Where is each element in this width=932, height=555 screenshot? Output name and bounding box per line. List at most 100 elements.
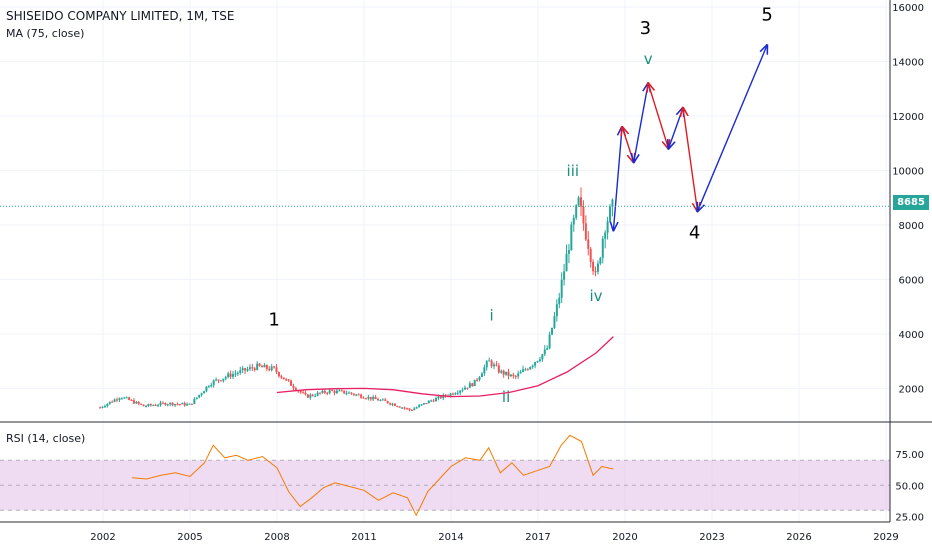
candle-body — [362, 397, 365, 399]
candle-body — [536, 361, 539, 363]
candle-body — [563, 271, 566, 280]
candle-body — [442, 394, 445, 399]
candle-body — [164, 403, 167, 406]
candle-body — [210, 384, 213, 387]
candle-body — [524, 369, 527, 371]
candle-body — [118, 398, 121, 400]
time-tick-label: 2029 — [873, 532, 898, 543]
candle-body — [425, 403, 428, 405]
candle-body — [589, 248, 592, 262]
candle-body — [592, 261, 595, 272]
candle-body — [500, 370, 503, 373]
candle-body — [261, 365, 264, 368]
candle-body — [398, 406, 401, 408]
candle-body — [338, 390, 341, 392]
candle-body — [128, 397, 131, 400]
candle-body — [379, 399, 382, 401]
candle-body — [108, 401, 111, 404]
candle-body — [526, 369, 529, 371]
candle-body — [142, 404, 145, 407]
candle-body — [369, 396, 372, 400]
candle-body — [147, 404, 150, 407]
candle-body — [456, 392, 459, 394]
candle-body — [560, 279, 563, 298]
candle-body — [152, 405, 155, 407]
candle-body — [422, 403, 425, 405]
projection-arrow-up — [669, 108, 684, 149]
candle-body — [154, 405, 157, 407]
candle-body — [529, 366, 532, 370]
candle-body — [582, 206, 585, 224]
candle-body — [120, 398, 123, 400]
last-price-tag: 8685 — [893, 195, 929, 210]
candle-body — [495, 364, 498, 366]
candle-body — [401, 407, 404, 409]
price-tick-label: 10000 — [892, 166, 924, 177]
candle-body — [403, 407, 406, 409]
candle-body — [246, 369, 249, 371]
wave-label: 3 — [640, 18, 651, 39]
candle-body — [611, 199, 614, 207]
candle-body — [343, 390, 346, 394]
candle-body — [555, 304, 558, 317]
candle-body — [326, 392, 329, 394]
projection-arrow-down — [648, 83, 668, 148]
candle-body — [212, 380, 215, 385]
candle-body — [459, 390, 462, 393]
projection-arrow-up — [634, 83, 649, 162]
candle-body — [174, 404, 177, 406]
wave-label: i — [490, 306, 494, 324]
candle-body — [294, 388, 297, 391]
rsi-line — [131, 434, 614, 517]
chart-title: SHISEIDO COMPANY LIMITED, 1M, TSE — [6, 9, 235, 23]
candle-body — [543, 349, 546, 355]
axes: 16000 14000 12000 10000 8000 6000 4000 2000 75.0… — [0, 0, 932, 543]
candle-body — [570, 224, 573, 251]
candle-body — [275, 367, 278, 373]
candle-body — [106, 403, 109, 407]
candle-body — [386, 400, 389, 403]
wave-label: iv — [589, 287, 602, 305]
candle-body — [372, 396, 375, 400]
candle-body — [488, 360, 491, 362]
candle-body — [265, 365, 268, 369]
candle-body — [207, 386, 210, 388]
candle-body — [198, 394, 201, 398]
time-tick-label: 2026 — [786, 532, 811, 543]
candle-body — [135, 401, 138, 404]
candle-body — [132, 400, 135, 404]
candle-body — [340, 390, 343, 392]
candle-body — [553, 316, 556, 328]
candle-body — [195, 397, 198, 399]
candle-body — [485, 361, 488, 368]
time-tick-label: 2008 — [264, 532, 289, 543]
candle-body — [181, 403, 184, 405]
candle-body — [584, 223, 587, 240]
candle-body — [551, 327, 554, 335]
candle-body — [413, 408, 416, 411]
candle-body — [420, 404, 423, 406]
candle-body — [439, 396, 442, 399]
candle-body — [565, 253, 568, 272]
candle-body — [599, 257, 602, 264]
candle-body — [251, 367, 254, 369]
candle-body — [451, 393, 454, 395]
candle-body — [427, 400, 430, 404]
candle-body — [601, 238, 604, 258]
candle-body — [236, 372, 239, 374]
candle-body — [389, 402, 392, 405]
wave-label: 4 — [689, 223, 700, 244]
candle-body — [224, 377, 227, 379]
candle-body — [580, 197, 583, 207]
candle-body — [609, 206, 612, 222]
candle-body — [406, 408, 409, 410]
candle-body — [430, 400, 433, 402]
candle-body — [282, 377, 285, 380]
candle-body — [219, 380, 222, 382]
candle-body — [123, 397, 126, 399]
candle-body — [531, 365, 534, 367]
rsi-tick-label: 75.00 — [895, 450, 924, 461]
candle-body — [244, 368, 247, 371]
candle-body — [357, 394, 360, 396]
